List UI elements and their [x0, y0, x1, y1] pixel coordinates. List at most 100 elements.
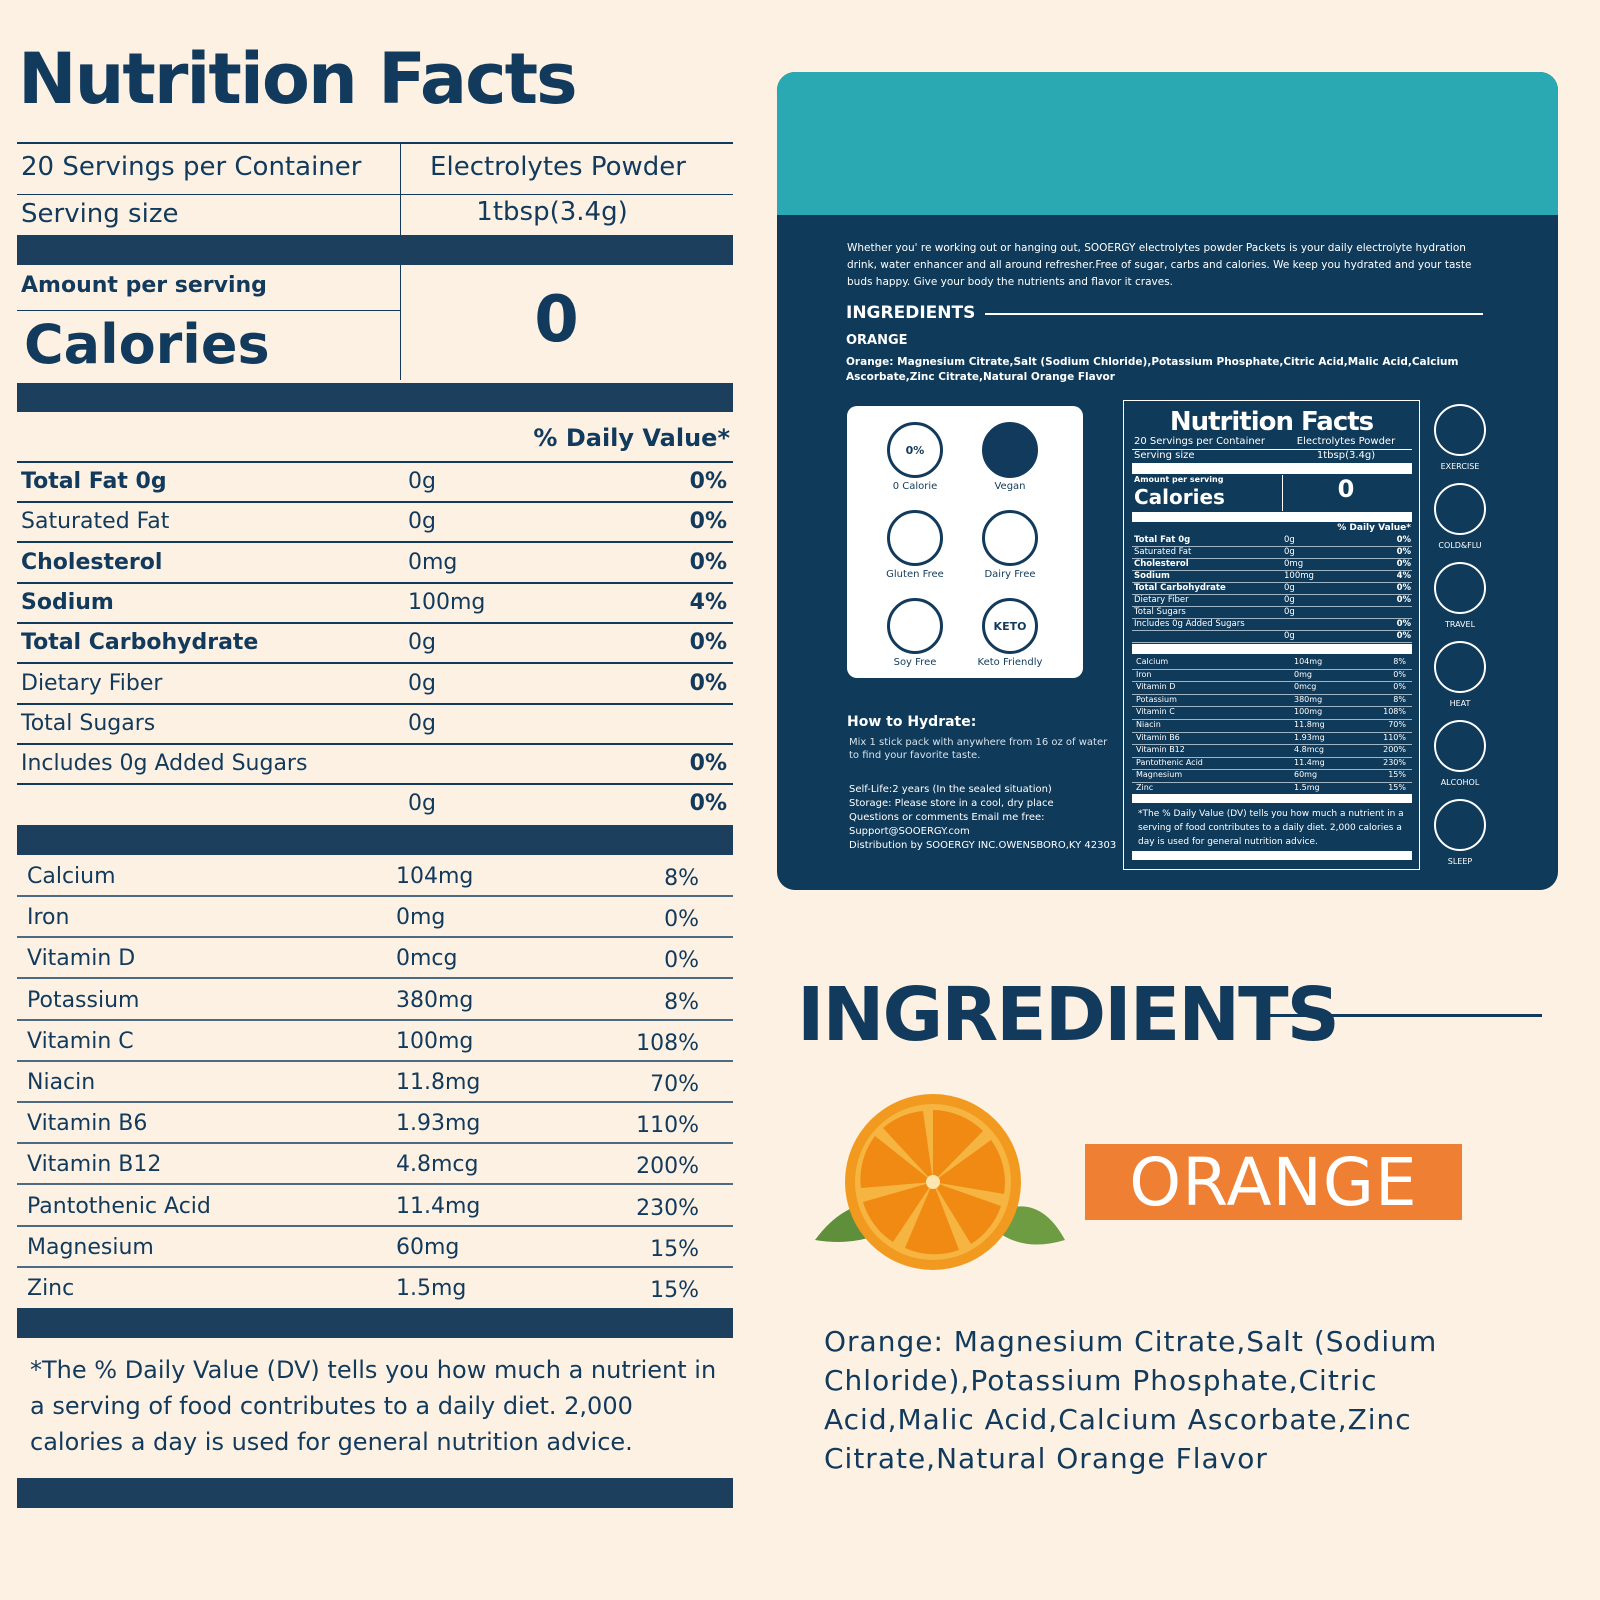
mini-mineral-amount: 0mg: [1294, 669, 1312, 679]
mini-nutrient-name: Total Sugars: [1134, 607, 1186, 617]
badge-label: Dairy Free: [984, 569, 1036, 580]
mineral-name: Niacin: [27, 1070, 96, 1095]
mineral-dv: 110%: [636, 1113, 699, 1139]
mini-mineral-name: Vitamin C: [1136, 707, 1175, 717]
nutrient-name: Includes 0g Added Sugars: [21, 751, 308, 777]
mini-nutrient-name: Cholesterol: [1134, 559, 1189, 569]
badge-panel: 0% 0 Calorie Vegan Gluten Free Dairy Free Soy…: [847, 406, 1083, 678]
nutrient-dv: 0%: [689, 549, 727, 575]
rule: [17, 501, 733, 503]
rule: [1132, 718, 1412, 720]
mineral-name: Potassium: [27, 987, 140, 1013]
mini-nutrient-name: Total Fat 0g: [1134, 535, 1191, 545]
mini-mineral-dv: 70%: [1388, 720, 1406, 729]
orange-image: [815, 1094, 1065, 1270]
mini-nutrient-name: Dietary Fiber: [1134, 595, 1189, 605]
mineral-name: Vitamin B6: [27, 1111, 148, 1137]
nutrient-name: Sodium: [21, 589, 114, 615]
package-top: [777, 72, 1558, 215]
mini-nutrient-dv: 4%: [1396, 571, 1411, 581]
mini-mineral-amount: 104mg: [1294, 657, 1323, 666]
rule: [1132, 794, 1412, 803]
rule: [17, 1142, 733, 1145]
mineral-amount: 1.5mg: [396, 1276, 467, 1301]
mineral-dv: 8%: [664, 989, 699, 1015]
rule: [1132, 706, 1412, 708]
mineral-dv: 8%: [664, 866, 699, 891]
nutrient-amount: 0g: [408, 670, 436, 696]
rule: [1132, 582, 1412, 583]
badge-label: 0 Calorie: [892, 481, 938, 492]
badge-icon: KETO: [982, 598, 1038, 654]
info-line: Distribution by SOOERGY INC.OWENSBORO,KY…: [849, 840, 1117, 851]
mini-mineral-name: Calcium: [1136, 657, 1169, 666]
mini-serving-size: 1tbsp(3.4g): [1316, 450, 1376, 461]
rule: [17, 581, 733, 584]
rule: [1132, 463, 1412, 474]
servings: 20 Servings per Container: [21, 152, 362, 182]
info-line: Questions or comments Email me free:: [849, 812, 1045, 823]
rule: [17, 977, 733, 980]
mini-nutrient-name: Total Carbohydrate: [1134, 583, 1226, 593]
mini-mineral-name: Vitamin B12: [1136, 745, 1185, 755]
badge-label: Soy Free: [893, 657, 937, 668]
rule: [1132, 851, 1412, 860]
rule: [17, 194, 733, 195]
mini-mineral-dv: 8%: [1393, 657, 1406, 666]
mineral-dv: 108%: [636, 1030, 699, 1056]
rule: [17, 1265, 733, 1268]
rule: [1132, 546, 1412, 547]
use-icon: [1434, 799, 1486, 851]
rule: [1132, 781, 1412, 783]
rule: [1132, 744, 1412, 746]
mineral-name: Zinc: [27, 1276, 75, 1301]
rule: [1132, 630, 1412, 631]
badge-icon: 0%: [887, 422, 943, 478]
mini-mineral-name: Pantothenic Acid: [1136, 757, 1203, 767]
mini-mineral-amount: 60mg: [1294, 770, 1318, 780]
badge-icon-text: KETO: [993, 619, 1027, 633]
nutrient-dv: 0%: [689, 751, 727, 777]
mineral-dv: 15%: [650, 1278, 699, 1303]
nutrient-dv: 0%: [689, 509, 727, 535]
use-label: SLEEP: [1447, 857, 1473, 866]
mini-nutrient-dv: 0%: [1396, 595, 1411, 605]
mini-mineral-name: Vitamin D: [1136, 682, 1176, 692]
badge-label: Keto Friendly: [977, 657, 1043, 668]
rule: [17, 1018, 733, 1021]
rule: [1258, 1014, 1542, 1017]
nutrient-amount: 0mg: [408, 549, 458, 575]
mineral-amount: 11.8mg: [396, 1070, 481, 1095]
mini-calories-label: Calories: [1134, 485, 1225, 509]
mini-calories: 0: [1337, 475, 1355, 503]
rule: [17, 702, 733, 705]
badge-icon: [982, 510, 1038, 566]
nutrient-amount: 0g: [408, 791, 436, 817]
rule: [17, 1224, 733, 1227]
mini-mineral-amount: 1.93mg: [1294, 732, 1325, 742]
mini-mineral-dv: 0%: [1393, 682, 1406, 692]
nutrient-name: Dietary Fiber: [21, 670, 163, 696]
nutrient-name: Total Sugars: [21, 710, 156, 736]
mini-footnote: *The % Daily Value (DV) tells you how mu…: [1138, 809, 1404, 847]
rule: [1132, 693, 1412, 695]
nutrient-dv: 0%: [689, 670, 727, 696]
mineral-dv: 15%: [650, 1236, 699, 1262]
nutrient-name: Saturated Fat: [21, 509, 170, 535]
rule: [400, 143, 401, 235]
rule: [1132, 594, 1412, 595]
nutrient-name: Total Fat 0g: [21, 469, 167, 494]
mineral-dv: 200%: [636, 1154, 699, 1180]
rule: [17, 541, 733, 544]
mineral-amount: 0mg: [396, 905, 446, 931]
badge-icon: [887, 598, 943, 654]
rule: [17, 235, 733, 265]
mineral-dv: 0%: [664, 948, 699, 974]
mineral-dv: 230%: [636, 1195, 699, 1221]
mineral-name: Vitamin B12: [27, 1152, 162, 1178]
mineral-name: Vitamin C: [27, 1028, 134, 1054]
rule: [17, 383, 733, 412]
mini-nutrient-amount: 0g: [1284, 595, 1295, 605]
mineral-amount: 4.8mcg: [396, 1152, 479, 1178]
calories-label: Calories: [24, 313, 270, 376]
